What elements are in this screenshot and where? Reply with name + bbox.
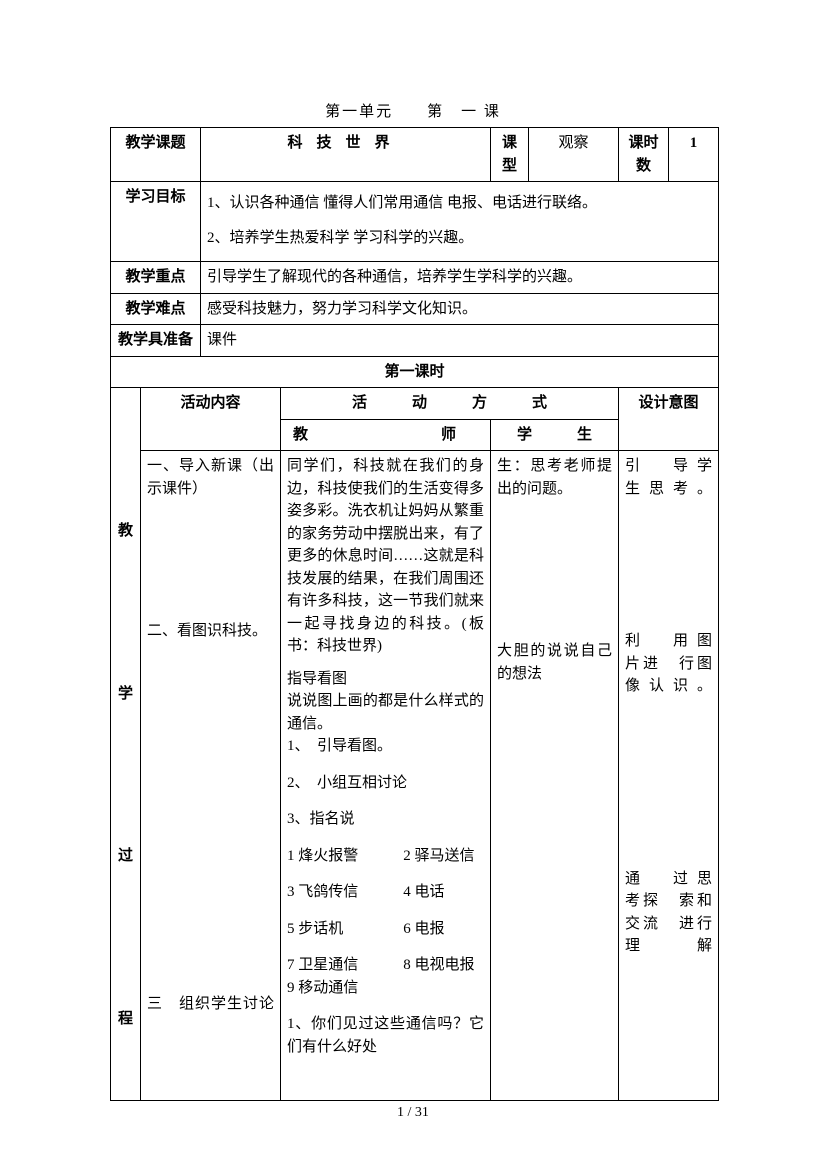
row-objectives: 学习目标 1、认识各种通信 懂得人们常用通信 电报、电话进行联络。 2、培养学生… [111, 182, 719, 262]
lesson-plan-table: 教学课题 科技世界 课 型 观察 课时数 1 学习目标 1、认识各种通信 懂得人… [110, 127, 719, 1101]
objective-1: 1、认识各种通信 懂得人们常用通信 电报、电话进行联络。 [207, 186, 712, 221]
student-s2: 大胆的说说自己的想法 [497, 640, 612, 685]
section-title: 第一课时 [111, 356, 719, 388]
intent-i3: 通 过思 考探 索和 交流 进行 理解 [625, 868, 712, 958]
label-objectives: 学习目标 [111, 182, 201, 262]
value-materials: 课件 [201, 325, 719, 357]
teacher-p6: 3、指名说 [287, 808, 484, 831]
row-section: 第一课时 [111, 356, 719, 388]
row-focus: 教学重点 引导学生了解现代的各种通信，培养学生学科学的兴趣。 [111, 262, 719, 294]
page-footer: 1 / 31 [0, 1105, 826, 1121]
teacher-p5: 2、 小组互相讨论 [287, 772, 484, 795]
intent-i1: 引 导学 生思考。 [625, 455, 712, 500]
value-type: 观察 [529, 128, 619, 182]
value-count: 1 [669, 128, 719, 182]
teacher-p8: 3 飞鸽传信 4 电话 [287, 881, 484, 904]
row-content: 教 学 过 程 一、导入新课（出示课件） 二、看图识科技。 三 组织学生讨论 同… [111, 451, 719, 1101]
intent-i2: 利 用图 片进 行图 像认识。 [625, 630, 712, 698]
value-focus: 引导学生了解现代的各种通信，培养学生学科学的兴趣。 [201, 262, 719, 294]
intent-cell: 引 导学 生思考。 利 用图 片进 行图 像认识。 通 过思 考探 索和 交流 … [619, 451, 719, 1101]
hdr-activity: 活动内容 [141, 388, 281, 451]
hdr-intent: 设计意图 [619, 388, 719, 451]
activity-2: 二、看图识科技。 [147, 620, 274, 643]
side-char-2: 学 [111, 683, 140, 706]
side-char-1: 教 [111, 520, 140, 543]
label-count: 课时数 [619, 128, 669, 182]
teacher-p10: 7 卫星通信 8 电视电报 [287, 954, 484, 977]
value-objectives: 1、认识各种通信 懂得人们常用通信 电报、电话进行联络。 2、培养学生热爱科学 … [201, 182, 719, 262]
row-title: 教学课题 科技世界 课 型 观察 课时数 1 [111, 128, 719, 182]
teacher-p9: 5 步话机 6 电报 [287, 918, 484, 941]
teacher-p7: 1 烽火报警 2 驿马送信 [287, 845, 484, 868]
activity-cell: 一、导入新课（出示课件） 二、看图识科技。 三 组织学生讨论 [141, 451, 281, 1101]
student-cell: 生：思考老师提出的问题。 大胆的说说自己的想法 [491, 451, 619, 1101]
side-label-cell: 教 学 过 程 [111, 451, 141, 1101]
hdr-method: 活 动 方 式 [281, 388, 619, 420]
teacher-cell: 同学们，科技就在我们的身边，科技使我们的生活变得多姿多彩。洗衣机让妈妈从繁重的家… [281, 451, 491, 1101]
row-subheader-1: 活动内容 活 动 方 式 设计意图 [111, 388, 719, 420]
teacher-p11: 9 移动通信 [287, 977, 484, 1000]
label-topic: 教学课题 [111, 128, 201, 182]
row-difficulty: 教学难点 感受科技魅力，努力学习科学文化知识。 [111, 293, 719, 325]
label-materials: 教学具准备 [111, 325, 201, 357]
side-char-3: 过 [111, 845, 140, 868]
hdr-teacher: 教 师 [281, 419, 491, 451]
side-label: 教 学 过 程 [111, 451, 140, 1101]
objective-2: 2、培养学生热爱科学 学习科学的兴趣。 [207, 221, 712, 256]
row-materials: 教学具准备 课件 [111, 325, 719, 357]
teacher-p4: 1、 引导看图。 [287, 735, 484, 758]
activity-3: 三 组织学生讨论 [147, 993, 274, 1016]
label-difficulty: 教学难点 [111, 293, 201, 325]
side-char-4: 程 [111, 1008, 140, 1031]
teacher-p2: 指导看图 [287, 668, 484, 691]
teacher-p1: 同学们，科技就在我们的身边，科技使我们的生活变得多姿多彩。洗衣机让妈妈从繁重的家… [287, 455, 484, 658]
student-s1: 生：思考老师提出的问题。 [497, 455, 612, 500]
label-type: 课 型 [491, 128, 529, 182]
label-focus: 教学重点 [111, 262, 201, 294]
value-difficulty: 感受科技魅力，努力学习科学文化知识。 [201, 293, 719, 325]
hdr-student: 学 生 [491, 419, 619, 451]
teacher-p12: 1、你们见过这些通信吗？它们有什么好处 [287, 1013, 484, 1058]
activity-1: 一、导入新课（出示课件） [147, 455, 274, 500]
side-spacer-top [111, 388, 141, 451]
teacher-p3: 说说图上画的都是什么样式的通信。 [287, 690, 484, 735]
unit-line: 第一单元 第 一 课 [110, 100, 716, 121]
lesson-title: 科技世界 [201, 128, 491, 182]
